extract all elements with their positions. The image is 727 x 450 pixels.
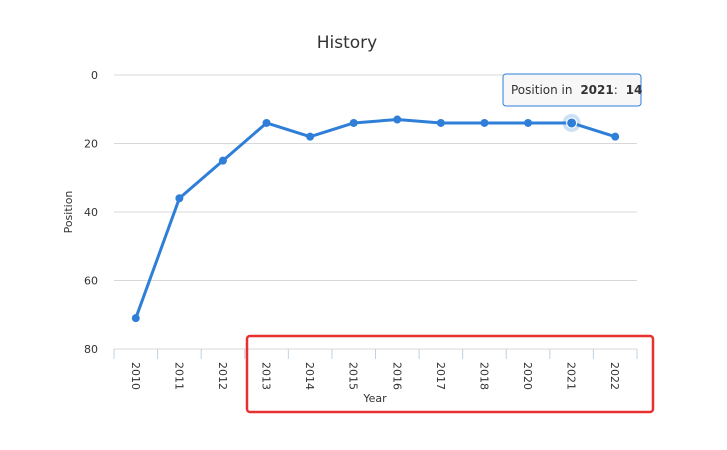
y-tick-label: 80 [84,343,98,356]
tooltip-value: 14 [626,83,643,97]
x-axis: 2010 2011 2012 2013 2014 2015 2016 2017 2018 2020… [113,349,638,390]
tooltip-prefix: Position in [511,83,572,97]
x-tick-label: 2021 [565,362,578,390]
data-point[interactable] [436,118,445,127]
x-tick-label: 2013 [260,362,273,390]
data-point[interactable] [480,118,489,127]
data-point[interactable] [349,118,358,127]
y-axis-title: Position [62,191,75,234]
x-tick-label: 2018 [477,362,490,390]
y-tick-label: 0 [91,69,98,82]
tooltip-background [502,73,642,107]
highlight-box [245,334,655,414]
series-position [131,113,620,323]
tooltip-colon: : [614,83,618,97]
data-point-highlighted[interactable] [566,117,578,129]
series-line [134,118,617,320]
x-tick-label: 2022 [608,362,621,390]
data-point[interactable] [393,115,402,124]
tooltip: Position in 2021: 14 [502,73,642,107]
x-tick-label: 2015 [347,362,360,390]
y-tick-label: 20 [84,138,98,151]
x-tick-label: 2012 [216,362,229,390]
x-tick-label: 2010 [129,362,142,390]
x-tick-label: 2020 [521,362,534,390]
data-point[interactable] [306,132,315,141]
x-tick-label: 2016 [390,362,403,390]
grid-lines [114,74,637,350]
x-tick-label: 2014 [303,362,316,390]
y-axis: 0 20 40 60 80 [84,69,98,356]
data-point[interactable] [262,118,271,127]
data-point[interactable] [218,156,227,165]
x-tick-label: 2017 [434,362,447,390]
x-axis-title: Year [362,392,387,405]
y-tick-label: 40 [84,206,98,219]
data-point[interactable] [524,118,533,127]
tooltip-text: Position in 2021: 14 [511,83,642,97]
tooltip-year: 2021 [580,83,613,97]
data-point[interactable] [175,194,184,203]
data-point[interactable] [131,314,140,323]
data-point[interactable] [611,132,620,141]
y-tick-label: 60 [84,275,98,288]
x-tick-label: 2011 [172,362,185,390]
chart-title: History [317,33,377,53]
